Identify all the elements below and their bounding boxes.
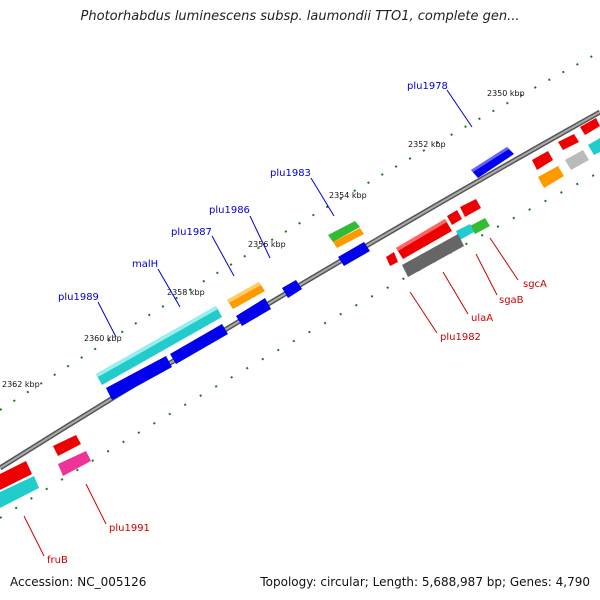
tick-label-2354: 2354 kbp xyxy=(329,191,367,200)
gene-plu1978[interactable] xyxy=(471,147,514,178)
accession-text: Accession: NC_005126 xyxy=(10,575,147,589)
gene-ulaA[interactable] xyxy=(386,219,452,266)
topology-text: Topology: circular; Length: 5,688,987 bp… xyxy=(260,575,590,589)
inner-tick-ring xyxy=(0,171,600,519)
gene-plu1989-blue[interactable] xyxy=(106,356,172,400)
gene-right-red-2[interactable] xyxy=(558,134,579,150)
forward-gene-labels: plu1978 plu1983 plu1986 plu1987 malH plu… xyxy=(58,81,448,303)
label-plu1987[interactable]: plu1987 xyxy=(171,227,212,238)
label-sgaB[interactable]: sgaB xyxy=(499,295,524,306)
label-ulaA[interactable]: ulaA xyxy=(471,313,493,324)
forward-strand-features xyxy=(96,147,514,400)
tick-label-2350: 2350 kbp xyxy=(487,89,525,98)
gene-malH-cyan[interactable] xyxy=(96,306,222,385)
tick-label-2362: 2362 kbp xyxy=(2,380,40,389)
gene-right-lightgray[interactable] xyxy=(565,150,589,170)
label-plu1978[interactable]: plu1978 xyxy=(407,81,448,92)
label-fruB[interactable]: fruB xyxy=(47,555,68,566)
gene-plu1991[interactable] xyxy=(53,435,91,476)
gene-plu1986[interactable] xyxy=(282,280,302,298)
genome-backbone xyxy=(0,109,600,471)
gene-fruB[interactable] xyxy=(0,461,39,508)
gene-malH-blue[interactable] xyxy=(170,324,228,364)
gene-plu1987-blue[interactable] xyxy=(236,298,271,326)
reverse-gene-labels: sgcA sgaB ulaA plu1982 plu1991 fruB xyxy=(47,279,547,566)
gene-plu1983-orange[interactable] xyxy=(333,228,364,248)
gene-plu1987-orange[interactable] xyxy=(227,282,265,309)
label-malH[interactable]: malH xyxy=(132,259,158,270)
gene-sgcA[interactable] xyxy=(456,199,490,240)
gene-right-cyan[interactable] xyxy=(588,138,600,155)
label-plu1983[interactable]: plu1983 xyxy=(270,168,311,179)
label-plu1989[interactable]: plu1989 xyxy=(58,292,99,303)
gene-plu1983-green[interactable] xyxy=(328,221,360,242)
tick-labels: 2350 kbp 2352 kbp 2354 kbp 2356 kbp 2358… xyxy=(2,89,525,389)
tick-label-2358: 2358 kbp xyxy=(167,288,205,297)
label-plu1982[interactable]: plu1982 xyxy=(440,332,481,343)
tick-label-2352: 2352 kbp xyxy=(408,140,446,149)
gene-right-orange[interactable] xyxy=(538,166,564,188)
gene-plu1982[interactable] xyxy=(402,234,464,277)
map-title: Photorhabdus luminescens subsp. laumondi… xyxy=(80,9,520,24)
reverse-strand-features xyxy=(0,118,600,508)
outer-tick-ring xyxy=(0,51,600,411)
tick-label-2356: 2356 kbp xyxy=(248,240,286,249)
tick-label-2360: 2360 kbp xyxy=(84,334,122,343)
gene-sgaB[interactable] xyxy=(447,210,462,225)
label-leaders xyxy=(23,89,519,557)
gene-plu1983-blue[interactable] xyxy=(338,242,370,266)
gene-right-red-1[interactable] xyxy=(532,151,553,170)
label-plu1991[interactable]: plu1991 xyxy=(109,523,150,534)
label-sgcA[interactable]: sgcA xyxy=(523,279,547,290)
label-plu1986[interactable]: plu1986 xyxy=(209,205,250,216)
gene-right-red-3[interactable] xyxy=(580,118,600,135)
